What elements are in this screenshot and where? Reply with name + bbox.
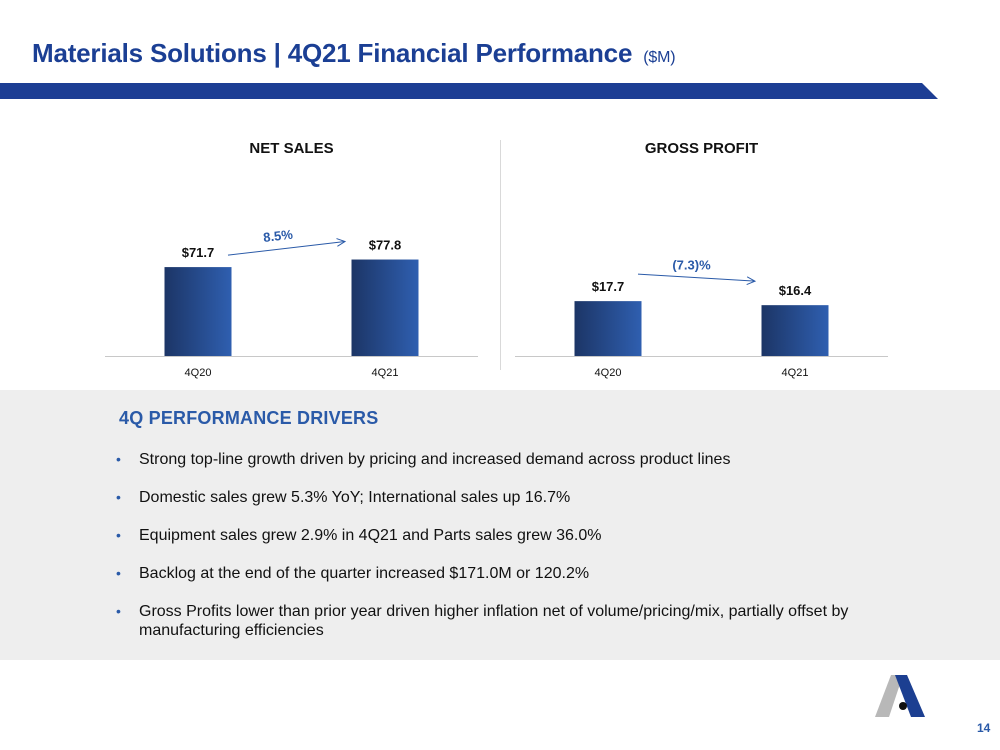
chart-title: GROSS PROFIT — [645, 140, 758, 157]
chart-svg: GROSS PROFIT $17.7 4Q20 $16.4 4Q21 (7.3)% — [515, 140, 888, 379]
bar-value-label: $71.7 — [182, 245, 215, 260]
bullet-dot-icon: • — [116, 565, 121, 581]
x-tick-label: 4Q21 — [782, 367, 809, 379]
net-sales-chart: NET SALES $71.7 4Q20 $77.8 4Q21 8.5% — [100, 130, 500, 390]
change-arrowhead-icon — [746, 276, 757, 286]
bar-4Q20 — [164, 267, 232, 356]
chart-divider — [500, 140, 501, 370]
change-percent-label: (7.3)% — [672, 258, 711, 273]
bar-value-label: $16.4 — [779, 283, 812, 298]
x-tick-label: 4Q20 — [185, 367, 212, 379]
bullet-dot-icon: • — [116, 603, 121, 619]
gross-profit-chart: GROSS PROFIT $17.7 4Q20 $16.4 4Q21 (7.3)% — [510, 130, 910, 390]
x-tick-label: 4Q20 — [595, 367, 622, 379]
page-number: 14 — [977, 721, 991, 735]
change-arrow-line — [227, 241, 346, 256]
driver-item-text: Domestic sales grew 5.3% YoY; Internatio… — [139, 489, 571, 506]
page-title-text: Materials Solutions | 4Q21 Financial Per… — [32, 38, 633, 68]
bar-value-label: $77.8 — [369, 238, 402, 253]
bar-4Q21 — [351, 259, 419, 356]
performance-drivers-list: • Strong top-line growth driven by pricin… — [116, 450, 916, 659]
driver-item: • Backlog at the end of the quarter incre… — [116, 564, 916, 583]
performance-drivers-title: 4Q PERFORMANCE DRIVERS — [119, 408, 379, 428]
bullet-dot-icon: • — [116, 489, 121, 505]
driver-item: • Gross Profits lower than prior year dri… — [116, 602, 916, 640]
chart-svg: NET SALES $71.7 4Q20 $77.8 4Q21 8.5% — [105, 140, 478, 379]
driver-item-text: Backlog at the end of the quarter increa… — [139, 565, 590, 582]
page-title-units: ($M) — [643, 49, 676, 66]
change-arrowhead-icon — [336, 238, 347, 247]
change-percent-label: 8.5% — [262, 227, 294, 245]
bar-4Q20 — [574, 301, 642, 356]
driver-item: • Domestic sales grew 5.3% YoY; Internati… — [116, 488, 916, 507]
performance-drivers-panel: 4Q PERFORMANCE DRIVERS • Strong top-line … — [0, 390, 1000, 660]
driver-item-text: Strong top-line growth driven by pricing… — [139, 451, 731, 468]
driver-item-text: Equipment sales grew 2.9% in 4Q21 and Pa… — [139, 527, 602, 544]
driver-item-text: Gross Profits lower than prior year driv… — [139, 603, 849, 639]
header-band — [0, 83, 938, 99]
bullet-dot-icon: • — [116, 451, 121, 467]
driver-item: • Equipment sales grew 2.9% in 4Q21 and P… — [116, 526, 916, 545]
driver-item: • Strong top-line growth driven by pricin… — [116, 450, 916, 469]
bar-4Q21 — [761, 305, 829, 356]
page-title: Materials Solutions | 4Q21 Financial Per… — [32, 38, 676, 69]
change-arrow-line — [637, 273, 756, 282]
x-tick-label: 4Q21 — [372, 367, 399, 379]
chart-title: NET SALES — [249, 140, 333, 157]
bar-value-label: $17.7 — [592, 279, 625, 294]
company-a-logo-icon — [875, 675, 925, 717]
bullet-dot-icon: • — [116, 527, 121, 543]
